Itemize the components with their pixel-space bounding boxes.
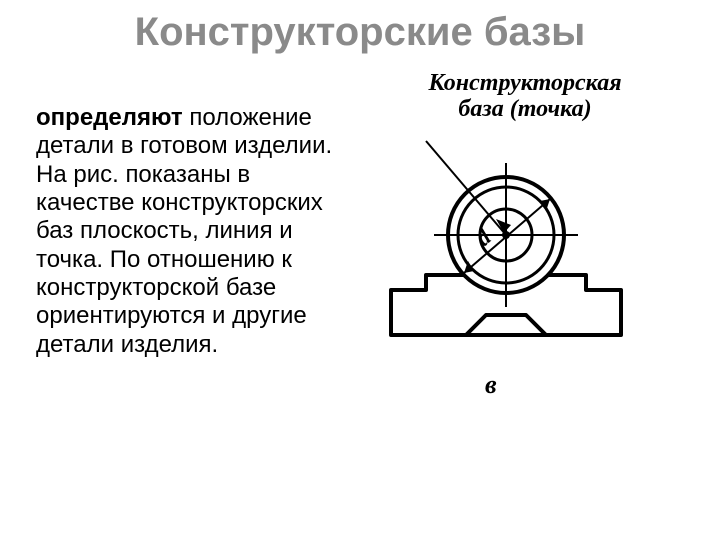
page-title: Конструкторские базы: [0, 10, 720, 55]
figure-sublabel: в: [485, 370, 497, 400]
caption-line-2: база (точка): [458, 96, 591, 122]
drawing-svg: d: [336, 135, 706, 365]
body-paragraph: определяют положение детали в готовом из…: [36, 104, 336, 359]
caption-line-1: Конструкторская: [428, 70, 621, 96]
slide: Конструкторские базы определяют положени…: [0, 0, 720, 540]
technical-drawing: d: [336, 135, 706, 435]
lead-word: определяют: [36, 104, 183, 131]
body-rest: положение детали в готовом изделии. На р…: [36, 104, 332, 358]
figure-caption: Конструкторская база (точка): [360, 70, 690, 123]
